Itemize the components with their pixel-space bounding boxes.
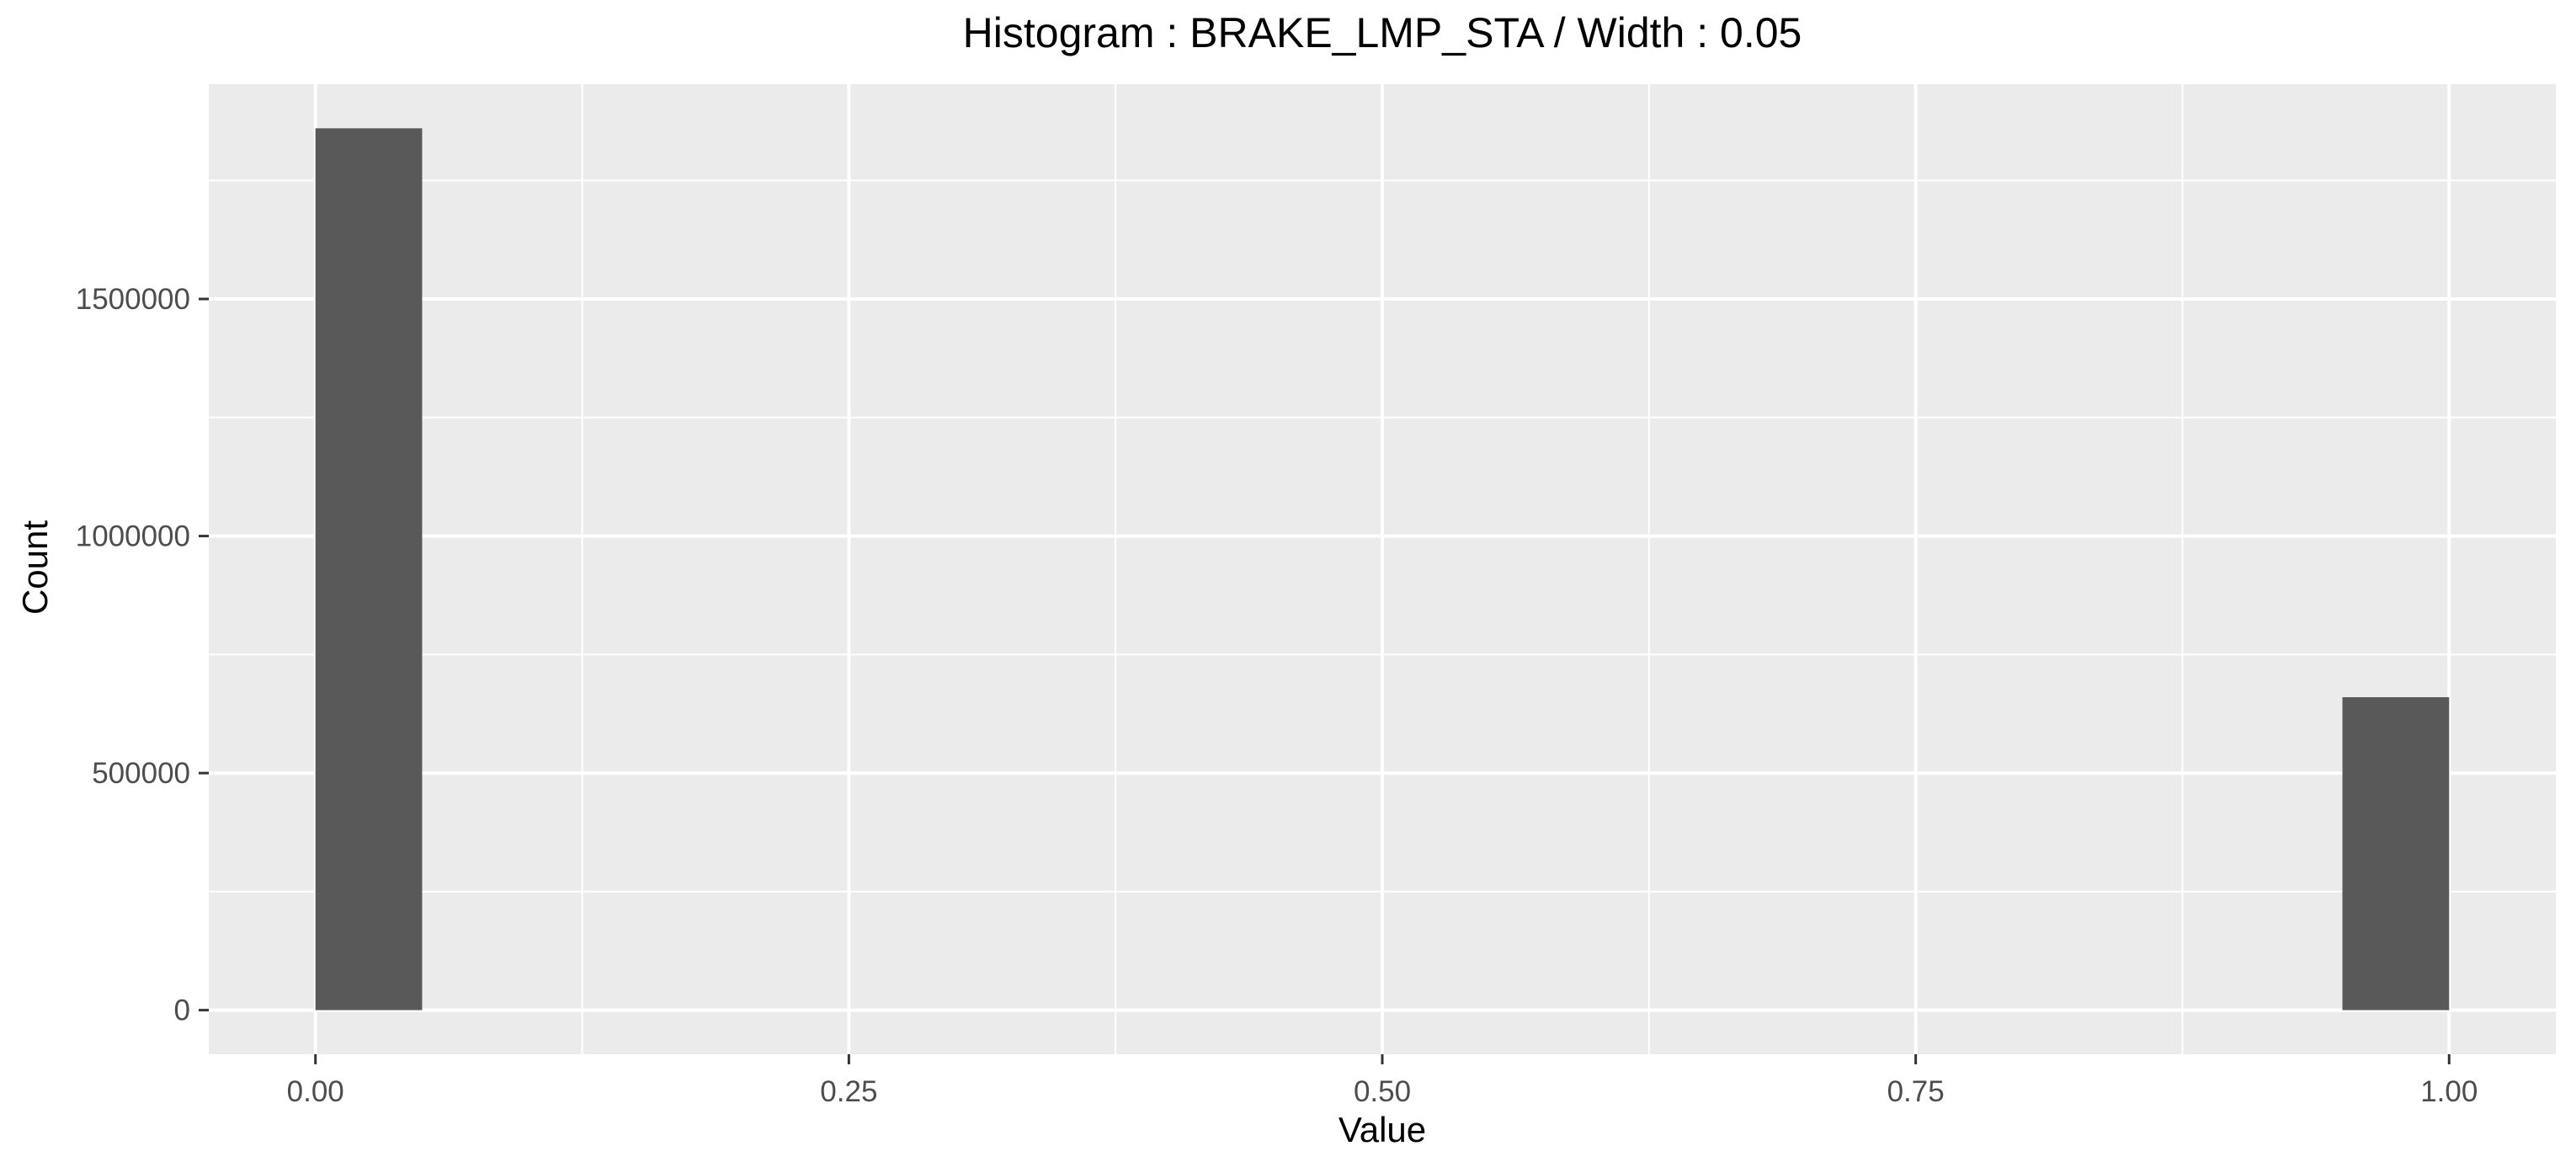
x-axis-label: Value <box>1339 1110 1426 1149</box>
y-axis-label: Count <box>15 520 55 615</box>
x-tick-label: 0.75 <box>1887 1075 1945 1108</box>
y-tick-label: 0 <box>174 994 190 1027</box>
histogram-bar <box>2342 697 2450 1010</box>
y-axis: 0 500000 1000000 1500000 <box>76 283 209 1027</box>
y-tick-label: 1000000 <box>76 520 190 553</box>
y-tick-label: 1500000 <box>76 283 190 316</box>
y-tick-label: 500000 <box>92 757 190 790</box>
chart-title: Histogram : BRAKE_LMP_STA / Width : 0.05 <box>963 9 1802 56</box>
x-tick-label: 1.00 <box>2420 1075 2478 1108</box>
histogram-bars <box>315 128 2450 1010</box>
histogram-bar <box>315 128 423 1010</box>
x-axis: 0.00 0.25 0.50 0.75 1.00 <box>287 1054 2478 1108</box>
x-tick-label: 0.25 <box>820 1075 877 1108</box>
x-tick-label: 0.00 <box>287 1075 344 1108</box>
x-tick-label: 0.50 <box>1354 1075 1411 1108</box>
